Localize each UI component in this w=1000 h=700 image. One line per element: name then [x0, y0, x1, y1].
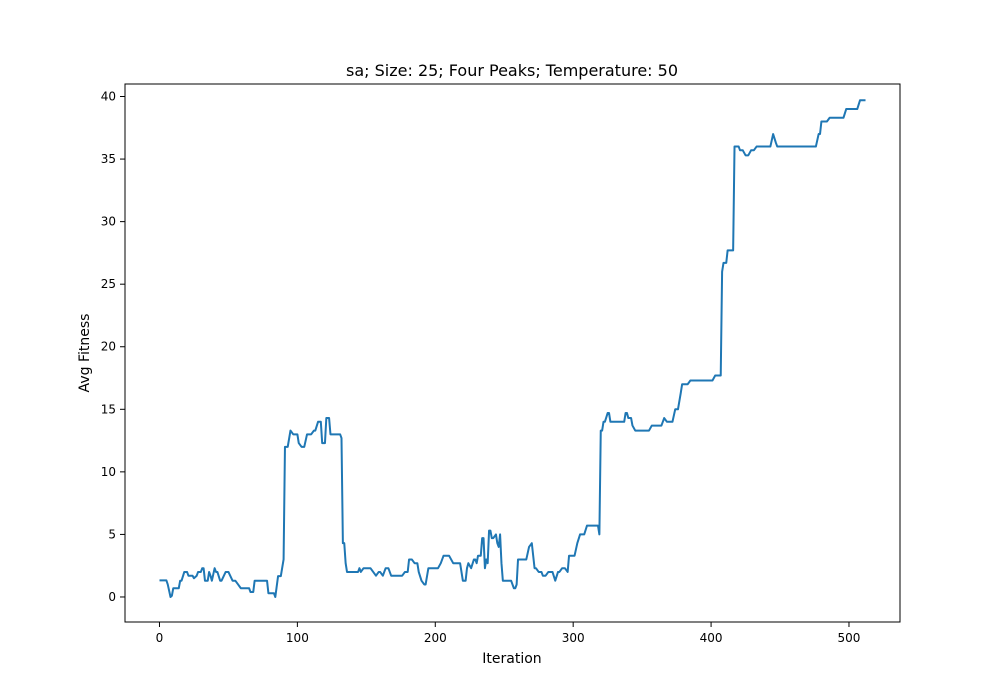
plot-area [124, 83, 901, 623]
x-axis-label: Iteration [482, 651, 541, 667]
y-tick-label: 0 [108, 590, 116, 604]
x-tick-label: 200 [424, 631, 447, 645]
y-tick-label: 20 [101, 340, 116, 354]
y-tick-label: 40 [101, 90, 116, 104]
x-tick-label: 300 [562, 631, 585, 645]
y-tick-label: 5 [108, 527, 116, 541]
series-line [159, 99, 866, 598]
x-tick-label: 0 [156, 631, 164, 645]
y-tick-label: 35 [101, 152, 116, 166]
x-tick-label: 100 [286, 631, 309, 645]
y-axis: 0 5 10 15 20 25 30 35 40 [101, 90, 125, 604]
y-tick-label: 25 [101, 277, 116, 291]
y-tick-label: 15 [101, 402, 116, 416]
plot-frame [124, 83, 901, 623]
x-tick-label: 400 [700, 631, 723, 645]
y-axis-label: Avg Fitness [77, 314, 93, 393]
x-axis: 0 100 200 300 400 500 [156, 622, 861, 645]
chart-title: sa; Size: 25; Four Peaks; Temperature: 5… [346, 61, 678, 80]
y-tick-label: 10 [101, 465, 116, 479]
x-tick-label: 500 [838, 631, 861, 645]
y-tick-label: 30 [101, 215, 116, 229]
